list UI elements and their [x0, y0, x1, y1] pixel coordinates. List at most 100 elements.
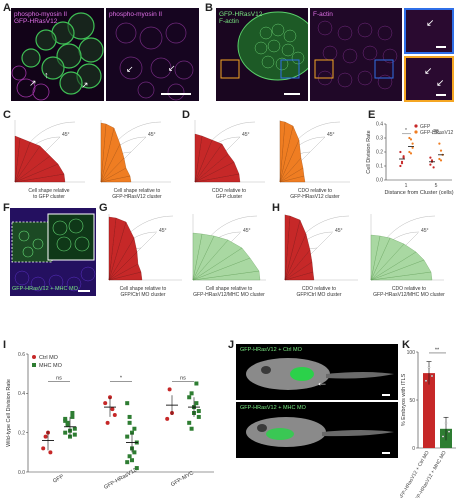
rose-plot-c-hras: 45° — [100, 120, 171, 183]
angle-label: 45° — [159, 228, 167, 234]
panel-e-letter: E — [368, 109, 376, 121]
rose-plot-g-ctrl: 45° — [108, 214, 182, 281]
data-point — [427, 366, 431, 369]
y-tick-label: 0.6 — [18, 352, 25, 358]
myosin-image — [106, 8, 199, 101]
panel-b-inset-orange: ↙ ↙ — [404, 56, 454, 102]
y-tick-label: 0.3 — [376, 136, 383, 142]
y-tick-label: 0.2 — [18, 430, 25, 436]
legend-marker — [32, 355, 36, 359]
legend-marker — [414, 124, 418, 128]
x-tick-label: 1 — [405, 183, 408, 189]
bar — [423, 373, 435, 448]
data-point — [41, 446, 46, 451]
x-tick-label: GFP-HRasV12 + Ctrl MO — [400, 450, 431, 498]
data-point — [63, 430, 68, 435]
data-point — [72, 432, 77, 437]
y-tick-label: 0.1 — [376, 164, 383, 170]
panel-f-micrograph: GFP-HRasV12 + MHC MO — [10, 208, 96, 296]
data-point — [43, 434, 48, 439]
significance-label: ns — [56, 376, 62, 382]
panel-h-caption-1: CDO relative to GFP/Ctrl MO cluster — [296, 286, 342, 298]
data-point — [411, 142, 414, 145]
y-tick-label: 0.0 — [18, 470, 25, 476]
rose-plot-d-hras: 45° — [279, 120, 350, 183]
x-tick-label: GFP-HRasV12 — [103, 467, 138, 491]
angle-label: 45° — [62, 132, 70, 138]
data-point — [48, 450, 53, 455]
arrow-icon: ↙ — [168, 63, 176, 73]
data-point — [125, 434, 130, 439]
data-point — [438, 142, 441, 145]
angle-label: 45° — [421, 228, 429, 234]
data-point — [70, 411, 75, 415]
scale-bar — [436, 94, 446, 96]
y-tick-label: 0 — [412, 446, 415, 452]
data-point — [189, 426, 194, 431]
data-point — [132, 450, 137, 455]
panel-f-letter: F — [3, 202, 10, 214]
y-tick-label: 0.4 — [376, 122, 383, 128]
scale-bar — [161, 93, 191, 95]
y-tick-label: 100 — [407, 350, 416, 356]
angle-label: 45° — [327, 132, 335, 138]
angle-label: 45° — [242, 132, 250, 138]
mhc-cluster-image — [10, 208, 96, 296]
panel-b-micrograph-left: GFP-HRasV12 F-actin — [216, 8, 308, 101]
data-point — [402, 156, 405, 159]
data-point — [438, 157, 441, 161]
rose-plot-d-gfp: 45° — [194, 120, 265, 183]
data-point — [108, 395, 112, 400]
arrow-icon: ↙ — [426, 18, 435, 29]
chart-i: 0.0 0.2 0.4 0.6 Wild-type Cell Division Rate… — [6, 352, 214, 491]
significance-label: ns — [433, 128, 439, 134]
x-tick-label: GFP — [52, 474, 65, 485]
panel-b-label-left: GFP-HRasV12 F-actin — [219, 11, 263, 25]
panel-b-inset-blue: ↙ — [404, 8, 454, 54]
scale-bar — [78, 290, 90, 292]
panel-j-label-bottom: GFP-HRasV12 + MHC MO — [240, 405, 306, 411]
arrow-icon: ↙ — [424, 66, 433, 77]
panel-a-letter: A — [3, 2, 11, 14]
data-point — [409, 138, 413, 141]
data-point — [127, 454, 132, 459]
panel-c-letter: C — [3, 109, 11, 121]
angle-label: 45° — [148, 132, 156, 138]
panel-j-embryo-mhc: GFP-HRasV12 + MHC MO — [236, 402, 398, 458]
data-point — [194, 381, 199, 386]
y-tick-label: 0.2 — [376, 150, 383, 156]
panel-d-letter: D — [182, 109, 190, 121]
arrow-icon: ↑ — [44, 70, 49, 80]
data-point — [447, 430, 451, 433]
y-axis-label: Cell Division Rate — [366, 130, 372, 173]
data-point — [110, 407, 115, 412]
data-point — [439, 149, 443, 152]
panel-j-letter: J — [228, 339, 235, 351]
x-tick-label: 5 — [435, 183, 438, 189]
data-point — [68, 434, 72, 439]
significance-label: * — [120, 376, 123, 382]
x-axis-label: Distance from Cluster (cells) — [384, 190, 453, 196]
data-point — [424, 379, 428, 382]
data-point — [429, 156, 432, 159]
data-point — [130, 430, 134, 435]
rose-plot-g-mhc: 45° — [192, 214, 266, 281]
panel-d-caption-1: CDO relative to GFP cluster — [211, 188, 247, 200]
significance-label: * — [405, 128, 407, 134]
data-point — [70, 414, 75, 419]
rose-plot-c-gfp: 45° — [14, 120, 85, 183]
data-point — [411, 146, 414, 149]
data-point — [408, 150, 411, 154]
data-point — [409, 152, 413, 155]
data-point — [167, 387, 172, 392]
panel-a-label-left: phospho-myosin II GFP-HRasV12 — [14, 11, 68, 25]
data-point — [132, 426, 137, 431]
data-point — [125, 401, 130, 406]
scale-bar — [436, 46, 446, 48]
data-point — [439, 159, 443, 162]
y-axis-label: Wild-type Cell Division Rate — [6, 379, 12, 447]
y-tick-label: 0.4 — [18, 391, 25, 397]
scale-bar — [284, 93, 300, 95]
y-tick-label: 50 — [409, 398, 415, 404]
legend-label: Ctrl MO — [39, 355, 59, 361]
